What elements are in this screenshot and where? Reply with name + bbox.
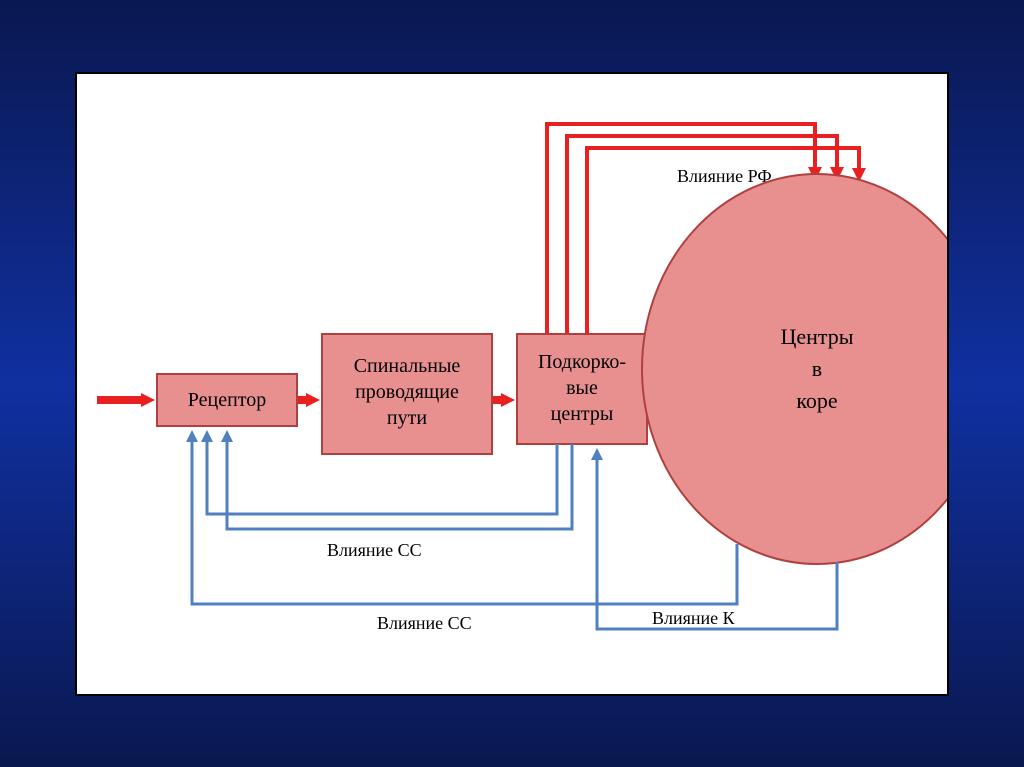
label-cc2: Влияние СС — [377, 613, 472, 633]
spinal-line-1: проводящие — [355, 381, 459, 403]
node-spinal: Спинальные проводящие пути — [322, 334, 492, 454]
subcortical-line-1: вые — [566, 377, 598, 399]
node-cortex: Центры в коре — [642, 174, 947, 564]
spinal-line-0: Спинальные — [354, 355, 461, 377]
node-receptor: Рецептор — [157, 374, 297, 426]
cortex-line-0: Центры — [780, 324, 853, 349]
receptor-label: Рецептор — [188, 389, 267, 411]
label-rf: Влияние РФ — [677, 166, 772, 186]
cortex-line-2: коре — [796, 388, 837, 413]
node-subcortical: Подкорко- вые центры — [517, 334, 647, 444]
flowchart-svg: Влияние РФ Рецептор Спинальные проводящи… — [77, 74, 947, 694]
subcortical-line-2: центры — [551, 403, 614, 425]
spinal-line-2: пути — [387, 407, 427, 429]
subcortical-line-0: Подкорко- — [538, 351, 626, 373]
cortex-line-1: в — [812, 356, 822, 381]
label-k: Влияние К — [652, 608, 736, 628]
label-cc1: Влияние СС — [327, 540, 422, 560]
diagram-frame: Влияние РФ Рецептор Спинальные проводящи… — [75, 72, 949, 696]
